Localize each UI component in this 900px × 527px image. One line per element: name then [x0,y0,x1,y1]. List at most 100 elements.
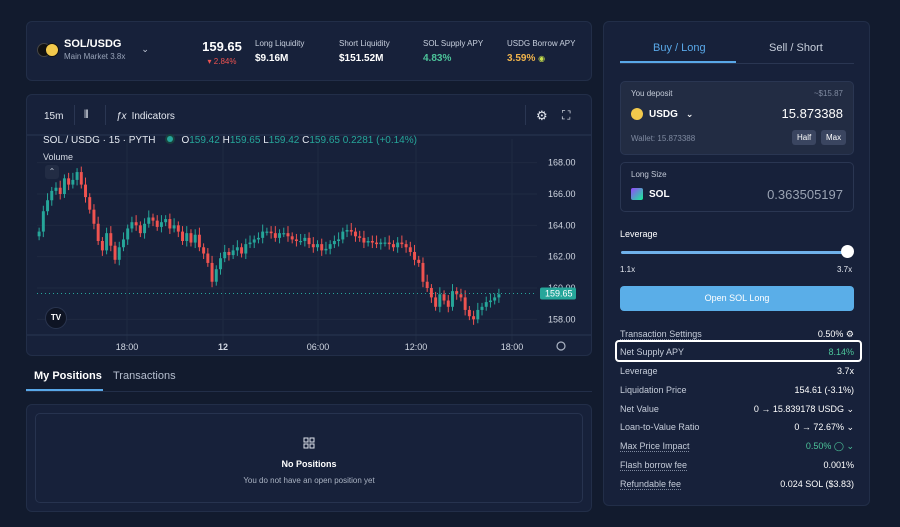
stat-value: 4.83% [423,53,452,64]
candle-body [429,288,433,298]
leverage-label: Leverage [620,229,658,239]
indicators-button[interactable]: ƒx Indicators [116,111,175,122]
candle-body [349,230,353,232]
candle-body [488,300,492,303]
deposit-token-selector[interactable]: USDG ⌄ [631,108,693,120]
row-max-price-impact[interactable]: Max Price Impact 0.50% ◯ ⌄ [620,439,854,453]
high-value: 159.65 [229,135,261,146]
candle-body [324,248,328,251]
empty-positions: No Positions You do not have an open pos… [35,413,583,503]
candle-body [67,178,71,185]
tab-sell-short[interactable]: Sell / Short [769,42,823,54]
candle-body [391,244,395,248]
long-size-amount: 0.363505197 [767,187,843,202]
stat-value-text: 3.59% [507,53,536,64]
chart-panel: 168.00166.00164.00162.00160.00158.00159.… [26,94,592,356]
detail-key: Leverage [620,366,658,376]
tabs-divider [26,391,592,392]
candle-body [193,234,197,243]
row-net-value[interactable]: Net Value 0 → 15.839178 USDG ⌄ [620,402,854,416]
market-info-bar: SOL/USDG Main Market 3.8x ⌄ 159.65 ▾ 2.8… [26,21,592,81]
candle-body [223,251,227,259]
candle-body [240,247,244,254]
candle-body [159,222,163,227]
x-tick-label: 06:00 [307,342,330,352]
tab-my-positions[interactable]: My Positions [34,370,102,382]
detail-key: Transaction Settings [620,329,702,339]
candle-body [92,209,96,224]
candle-body [121,239,125,248]
candle-body [273,233,277,238]
candle-body [455,291,459,295]
usdg-icon [45,42,59,57]
candle-body [421,262,425,282]
size-token-label: SOL [649,188,670,200]
candle-body [206,253,210,263]
half-button[interactable]: Half [792,130,817,145]
fullscreen-icon[interactable]: ⛶ [562,108,571,122]
row-leverage: Leverage 3.7x [620,364,854,378]
candle-body [252,239,256,243]
x-tick-label: 18:00 [116,342,139,352]
leverage-slider-handle[interactable] [841,245,854,258]
chevron-down-icon[interactable]: ⌄ [141,44,149,54]
y-tick-label: 166.00 [548,189,576,199]
candle-body [463,297,467,310]
candle-body [451,291,454,307]
tab-buy-long[interactable]: Buy / Long [653,42,706,54]
candles-icon[interactable]: ⫴ [84,109,89,121]
leverage-slider[interactable] [621,251,847,254]
stat-value: 3.59% ◉ [507,53,575,64]
fx-icon: ƒx [116,111,127,122]
open-label: O [181,135,190,146]
stat-label: USDG Borrow APY [507,39,576,48]
size-token: SOL [631,188,670,200]
empty-title: No Positions [281,459,337,469]
candle-body [467,309,471,317]
candle-body [294,239,298,241]
max-button[interactable]: Max [821,130,847,145]
candle-body [337,239,341,241]
tab-transactions[interactable]: Transactions [113,370,176,382]
deposit-amount-input[interactable]: 15.873388 [781,106,843,121]
candle-body [143,223,147,234]
current-price: 159.65 [202,39,242,54]
candle-body [375,242,379,245]
candle-body [311,244,315,248]
tradingview-logo[interactable]: TV [45,307,67,329]
detail-key: Loan-to-Value Ratio [620,422,700,432]
candle-body [442,294,446,301]
candle-body [261,231,265,238]
price-chart[interactable]: 168.00166.00164.00162.00160.00158.00159.… [27,95,591,355]
interval-selector[interactable]: 15m [44,111,64,122]
candle-body [400,242,404,245]
candle-body [54,187,58,191]
candle-body [480,306,484,310]
wallet-balance: Wallet: 15.873388 [631,134,696,143]
x-tick-label: 12:00 [405,342,428,352]
candle-body [75,172,79,180]
settings-icon[interactable]: ⚙ [536,108,548,123]
candle-body [379,242,383,245]
candle-body [387,242,391,245]
axis-settings-icon[interactable] [556,341,566,351]
candle-body [345,230,349,232]
market-selector[interactable]: SOL/USDG Main Market 3.8x ⌄ [37,38,149,61]
open-long-button[interactable]: Open SOL Long [620,286,854,311]
chart-legend: SOL / USDG · 15 · PYTH O159.42 H159.65 L1… [43,135,417,146]
row-transaction-settings[interactable]: Transaction Settings 0.50% ⚙ [620,327,854,341]
candle-body [100,241,104,251]
candle-body [417,259,421,263]
candle-body [189,233,193,243]
collapse-button[interactable]: ⌃ [45,165,59,179]
volume-label: Volume [43,152,74,162]
row-ltv[interactable]: Loan-to-Value Ratio 0 → 72.67% ⌄ [620,420,854,434]
candle-body [134,222,138,226]
row-liquidation-price: Liquidation Price 154.61 (-3.1%) [620,383,854,397]
candle-body [299,241,303,243]
stat-sol-supply-apy: SOL Supply APY 4.83% [423,39,483,64]
candle-body [408,247,412,252]
detail-key: Refundable fee [620,479,682,489]
candle-body [50,190,54,201]
candle-body [282,233,286,235]
